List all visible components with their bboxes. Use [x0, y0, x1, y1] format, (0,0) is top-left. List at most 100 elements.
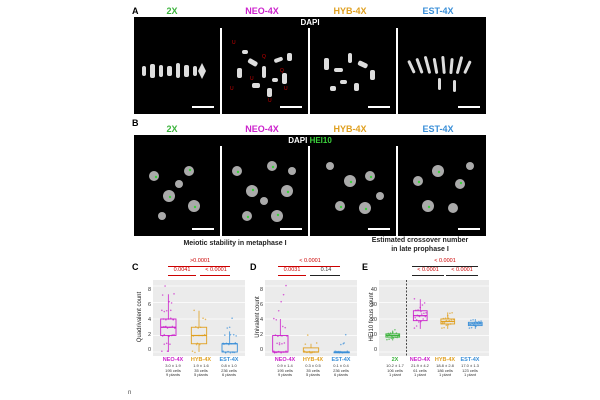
data-point-hyb-4x: [193, 309, 195, 312]
box-plot-d: [265, 284, 357, 354]
scale-bar: [458, 106, 480, 108]
data-point-neo-4x: [273, 317, 275, 320]
stats-e-2x: 10.2 ± 1.7 106 cells 1 plant: [386, 363, 404, 378]
data-point-neo-4x: [420, 313, 423, 315]
tick-d-0: 0: [259, 347, 263, 353]
tick-e-4: 40: [370, 287, 377, 293]
data-point-est-4x: [344, 333, 347, 336]
data-point-neo-4x: [425, 312, 427, 314]
pvalue-e-1: < 0.0001: [434, 258, 456, 264]
hei10-image-b-2x: [149, 166, 200, 220]
stats-e-hyb: 18.8 ± 2.8 186 cells 1 plant: [436, 363, 454, 378]
panel-letter-e: E: [362, 262, 369, 272]
pvalue-e-3: < 0.0001: [451, 267, 473, 273]
plot-area-e: [379, 280, 489, 356]
bracket-c-1: [168, 266, 230, 267]
micrograph-b-2x: [134, 146, 220, 236]
panel-letter-d: D: [250, 262, 257, 272]
pvalue-d-1: < 0.0001: [299, 258, 321, 264]
data-point-neo-4x: [414, 316, 416, 319]
genotype-label-a-est: EST-4X: [422, 6, 454, 16]
micrograph-b-neo: [222, 146, 308, 236]
tick-d-1: 2: [259, 332, 263, 338]
dapi-hei10-bar-b: DAPI HEI10: [134, 135, 486, 146]
bracket-d-3: [310, 275, 340, 276]
genotype-label-a-hyb: HYB-4X: [333, 6, 367, 16]
scale-bar: [368, 228, 390, 230]
pvalue-d-2: 0.0031: [283, 267, 301, 273]
micrograph-a-est: [398, 28, 486, 114]
data-point-hyb-4x: [191, 350, 194, 352]
micrograph-b-hyb: [310, 146, 396, 236]
box-plot-e: [379, 280, 489, 356]
annotation-u: U: [232, 40, 236, 46]
data-point-hyb-4x: [204, 318, 207, 321]
data-point-neo-4x: [423, 302, 426, 304]
micrograph-a-hyb: [310, 28, 396, 114]
bracket-e-2: [412, 275, 444, 276]
section-title-crossover-line1: Estimated crossover number: [371, 237, 469, 244]
scale-bar: [192, 228, 214, 230]
data-point-hyb-4x: [443, 322, 445, 324]
panel-letter-a: A: [132, 6, 139, 16]
hei10-image-b-hyb: [326, 162, 384, 214]
pvalue-d-3: 0.14: [320, 267, 332, 273]
x-label-e-est: EST-4X: [460, 357, 480, 363]
section-title-metaphase: Meiotic stability in metaphase I: [183, 240, 287, 247]
data-point-hyb-4x: [443, 326, 445, 329]
tick-c-0: 0: [147, 347, 151, 353]
annotation-q: Q: [262, 54, 266, 60]
tick-c-1: 2: [147, 332, 151, 338]
stats-d-hyb: 0.3 ± 0.5 35 cells 5 plants: [305, 363, 321, 378]
tick-e-2: 20: [370, 317, 377, 323]
data-point-hyb-4x: [304, 343, 307, 345]
box-est-4x: [221, 343, 238, 353]
x-label-c-hyb: HYB-4X: [190, 357, 212, 363]
tick-d-3: 6: [259, 302, 263, 308]
data-point-neo-4x: [169, 343, 171, 345]
data-point-neo-4x: [285, 284, 287, 287]
dapi-label: DAPI: [288, 136, 308, 145]
data-point-neo-4x: [284, 326, 287, 329]
data-point-neo-4x: [423, 312, 425, 315]
data-point-hyb-4x: [441, 327, 443, 329]
data-point-est-4x: [226, 327, 229, 329]
data-point-neo-4x: [417, 321, 420, 323]
scale-bar: [192, 106, 214, 108]
section-title-crossover: Estimated crossover number in late proph…: [360, 236, 480, 254]
data-point-2x: [386, 338, 388, 341]
scale-bar: [458, 228, 480, 230]
annotation-q: Q: [280, 68, 284, 74]
data-point-est-4x: [232, 333, 235, 336]
data-point-neo-4x: [161, 350, 163, 352]
plot-area-c: [153, 280, 245, 356]
data-point-neo-4x: [163, 343, 166, 345]
bracket-d-1: [278, 266, 340, 267]
micrograph-b-est: [398, 146, 486, 236]
data-point-est-4x: [229, 333, 232, 336]
hei10-image-b-est: [413, 162, 474, 213]
x-label-c-est: EST-4X: [219, 357, 239, 363]
tick-d-2: 4: [259, 317, 263, 323]
data-point-neo-4x: [161, 309, 163, 312]
data-point-neo-4x: [421, 304, 424, 306]
data-point-neo-4x: [169, 309, 172, 312]
scale-bar: [368, 106, 390, 108]
tick-e-0: 0: [373, 347, 377, 353]
bracket-d-2: [278, 275, 306, 276]
data-point-neo-4x: [282, 293, 285, 296]
chromosome-image-a-neo: [237, 50, 292, 97]
chromosome-image-a-hyb: [324, 53, 375, 91]
x-label-e-neo: NEO-4X: [409, 357, 431, 363]
box-neo-4x: [272, 335, 289, 353]
data-point-neo-4x: [415, 325, 418, 327]
stats-d-neo: 0.9 ± 1.4 195 cells 9 plants: [277, 363, 293, 378]
micrograph-a-neo: U U U U U Q Q: [222, 28, 308, 114]
data-point-neo-4x: [413, 327, 416, 329]
box-hyb-4x: [302, 347, 320, 353]
annotation-u: U: [230, 86, 234, 92]
data-point-est-4x: [340, 343, 342, 346]
data-point-2x: [389, 332, 392, 334]
stats-c-est: 0.8 ± 1.0 236 cells 6 plants: [221, 363, 237, 378]
data-point-hyb-4x: [306, 334, 309, 336]
